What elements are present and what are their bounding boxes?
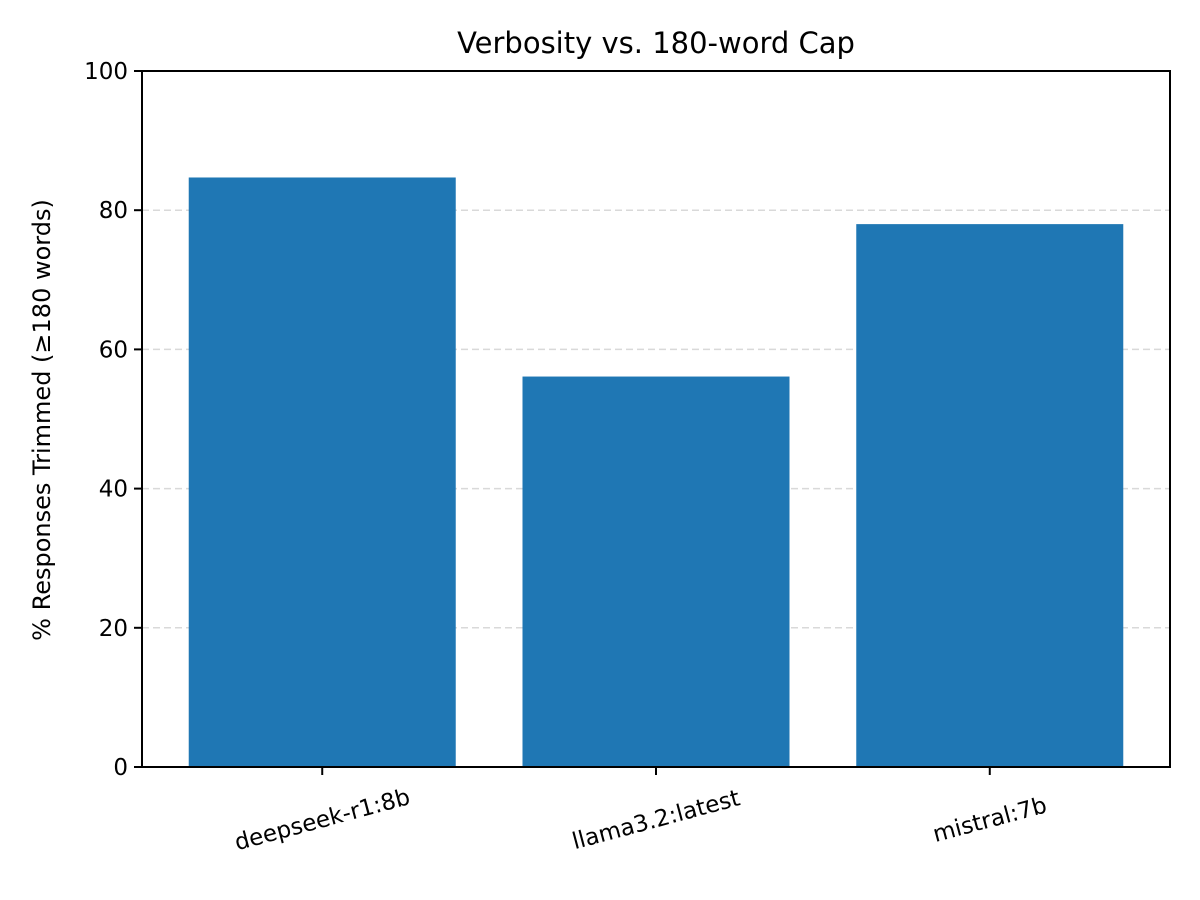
y-tick-label: 20 [99,616,128,642]
chart-title: Verbosity vs. 180-word Cap [457,26,855,60]
bars [188,177,1124,767]
x-tick-label: llama3.2:latest [570,785,743,855]
y-tick-label: 0 [113,755,128,781]
y-tick-label: 80 [99,198,128,224]
y-tick-label: 60 [99,337,128,363]
bar-mistral-7b [856,224,1124,767]
y-axis-ticks: 0 20 40 60 80 100 [84,59,142,781]
y-tick-label: 100 [84,59,128,85]
x-tick-label: deepseek-r1:8b [232,784,413,856]
y-axis-label: % Responses Trimmed (≥180 words) [28,199,56,641]
bar-deepseek-r1-8b [188,177,456,767]
bar-llama3-2-latest [522,376,790,767]
x-axis-ticks: deepseek-r1:8b llama3.2:latest mistral:7b [232,767,1050,856]
x-tick-label: mistral:7b [930,793,1049,848]
y-tick-label: 40 [99,477,128,503]
